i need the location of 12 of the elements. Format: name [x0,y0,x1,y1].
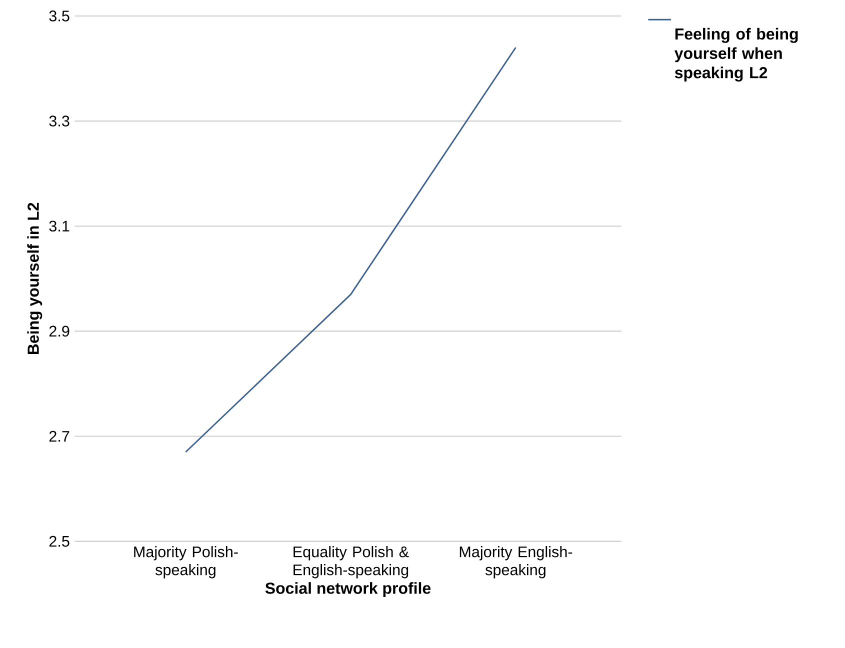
y-tick-label: 2.7 [49,430,70,442]
x-tick-label: Majority English-speaking [460,546,572,578]
y-axis-title: Being yourself in L2 [27,202,42,354]
x-tick-label: Equality Polish & English-speaking [294,546,409,578]
y-tick-label: 3.5 [49,10,70,22]
legend-label: Feeling of being yourself when speaking L2 [674,28,798,82]
y-tick-label: 2.9 [49,326,70,337]
x-axis-title: Social network profile [265,582,431,598]
y-tick-label: 2.5 [49,536,70,547]
x-tick-label: Majority Polish-speaking [134,546,238,578]
y-tick-label: 3.3 [49,116,70,126]
y-tick-label: 3.1 [49,220,70,232]
